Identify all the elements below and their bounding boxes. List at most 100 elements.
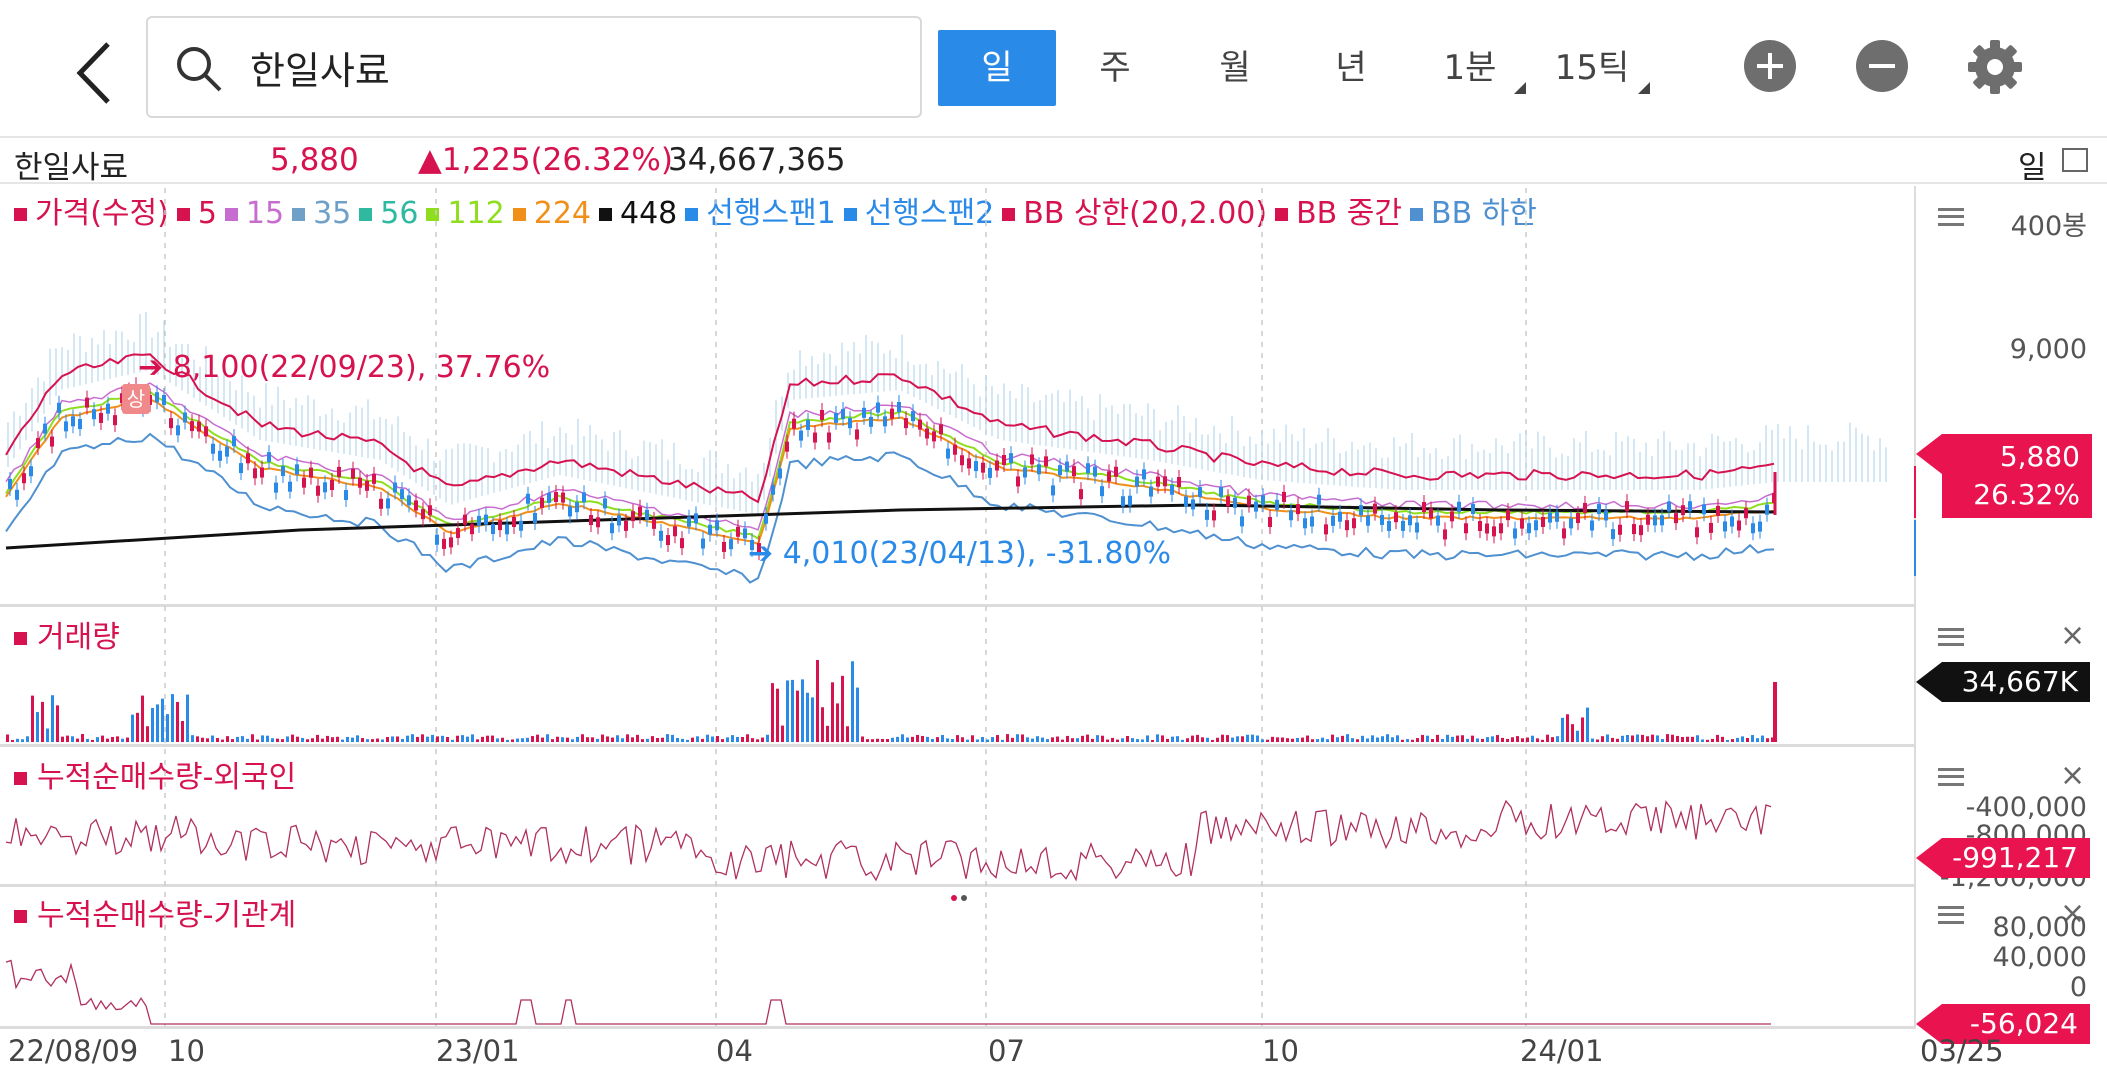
legend-item[interactable]: BB 중간 [1275, 196, 1402, 231]
volume-bar [531, 736, 534, 742]
candle-body [295, 464, 299, 475]
legend-item[interactable]: 선행스팬1 [685, 196, 836, 231]
stock-chart[interactable] [0, 0, 1916, 1080]
candle-body [169, 418, 173, 429]
candle-body [1282, 491, 1286, 502]
candle-body [428, 505, 432, 516]
tab-minute[interactable]: 1분 [1420, 30, 1526, 106]
candle-body [687, 516, 691, 527]
candle-body [519, 520, 523, 531]
legend-item[interactable]: 448 [599, 196, 677, 231]
zoom-out-icon[interactable] [1856, 40, 1908, 92]
volume-bar [1021, 734, 1024, 742]
legend-item[interactable]: BB 상한(20,2.00) [1002, 196, 1267, 231]
volume-bar [11, 739, 14, 742]
zoom-in-icon[interactable] [1744, 40, 1796, 92]
panel-menu-icon[interactable] [1938, 208, 1964, 226]
candle-body [925, 428, 929, 439]
panel-menu-icon[interactable] [1938, 628, 1964, 646]
candle-body [1317, 494, 1321, 505]
volume-bar [556, 736, 559, 742]
legend-item[interactable]: 35 [292, 196, 351, 231]
volume-bar [351, 737, 354, 742]
volume-bar [1496, 735, 1499, 742]
marker-dot [951, 895, 957, 901]
candle-body [1065, 461, 1069, 472]
candle-body [421, 509, 425, 520]
legend-item[interactable]: BB 하한 [1410, 196, 1537, 231]
candle-body [246, 453, 250, 464]
candle-body [995, 460, 999, 471]
low-annotation: ➔ 4,010(23/04/13), -31.80% [748, 536, 1172, 571]
search-input[interactable]: 한일사료 [250, 49, 390, 93]
candle-body [1688, 501, 1692, 512]
volume-bar [1516, 736, 1519, 742]
candle-body [316, 485, 320, 496]
volume-bar [1481, 738, 1484, 742]
search-box[interactable]: 한일사료 [146, 16, 922, 118]
candle-body [582, 492, 586, 503]
volume-bar [941, 734, 944, 742]
volume-bar [521, 738, 524, 742]
volume-bar [166, 714, 169, 742]
volume-bar [1586, 707, 1589, 742]
volume-bar [1526, 737, 1529, 742]
close-icon[interactable]: × [2060, 896, 2086, 931]
fullscreen-icon[interactable] [2062, 148, 2088, 172]
volume-bar [56, 705, 59, 742]
gear-icon[interactable] [1966, 38, 2024, 96]
volume-bar [481, 736, 484, 742]
candle-body [1422, 501, 1426, 512]
volume-bar [1456, 735, 1459, 742]
volume-bar [636, 734, 639, 742]
volume-bar [1061, 739, 1064, 742]
candle-body [1037, 464, 1041, 475]
volume-bar [1171, 736, 1174, 742]
tab-day[interactable]: 일 [938, 30, 1056, 106]
candle-body [743, 528, 747, 539]
volume-bar [1626, 735, 1629, 742]
tab-week[interactable]: 주 [1099, 48, 1131, 88]
candle-body [1072, 466, 1076, 477]
ma448-line [5, 503, 1776, 550]
panel-menu-icon[interactable] [1938, 906, 1964, 924]
candle-body [778, 468, 782, 479]
legend-item[interactable]: 15 [224, 196, 284, 231]
candle-body [526, 493, 530, 504]
volume-bar [436, 736, 439, 742]
close-icon[interactable]: × [2060, 618, 2086, 653]
volume-bar [446, 737, 449, 742]
close-icon[interactable]: × [2060, 758, 2086, 793]
candle-body [1534, 520, 1538, 531]
legend-item[interactable]: 선행스팬2 [843, 196, 994, 231]
legend-item[interactable]: 56 [359, 196, 418, 231]
volume-bar [1386, 734, 1389, 742]
legend-item[interactable]: 5 [176, 196, 217, 231]
legend-item[interactable]: 224 [512, 196, 591, 231]
candle-body [603, 498, 607, 509]
volume-bar [456, 735, 459, 742]
candle-body [351, 468, 355, 479]
volume-bar [1546, 734, 1549, 742]
volume-bar [1121, 738, 1124, 742]
legend-item[interactable]: 가격(수정) [14, 196, 169, 231]
candle-body [673, 526, 677, 537]
volume-bar [1291, 738, 1294, 742]
tab-month[interactable]: 월 [1219, 48, 1251, 88]
volume-bar [881, 738, 884, 742]
candle-body [176, 425, 180, 436]
tab-year[interactable]: 년 [1335, 48, 1367, 88]
volume-bar [1336, 737, 1339, 742]
candle-body [1359, 505, 1363, 516]
candle-body [1198, 487, 1202, 498]
candle-body [855, 429, 859, 440]
volume-bar [466, 736, 469, 742]
tab-tick[interactable]: 15틱 [1540, 30, 1650, 106]
volume-bar [1696, 735, 1699, 742]
volume-bar [1276, 737, 1279, 742]
volume-bar [236, 736, 239, 742]
back-arrow-icon[interactable] [70, 38, 120, 108]
panel-menu-icon[interactable] [1938, 768, 1964, 786]
candle-body [617, 515, 621, 526]
volume-bar [731, 735, 734, 742]
